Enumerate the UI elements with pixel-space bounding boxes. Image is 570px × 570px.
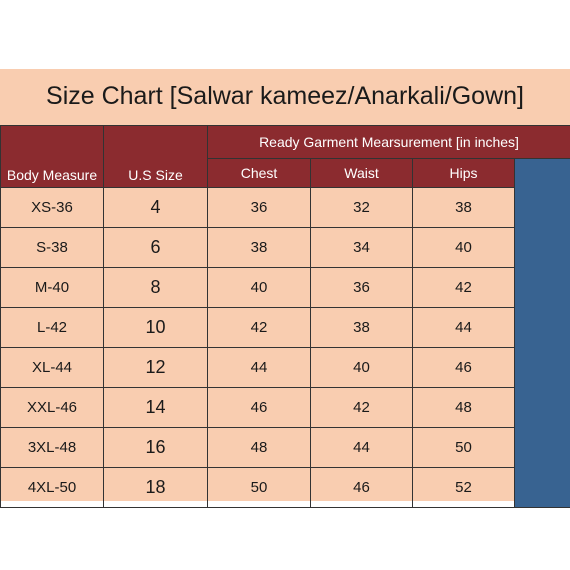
waist-cell: 34 <box>310 227 413 268</box>
accent-column-cell <box>513 187 570 228</box>
chest-cell: 48 <box>207 427 311 468</box>
table-row: 4XL-50 18 50 46 52 <box>0 467 570 508</box>
waist-cell: 42 <box>310 387 413 428</box>
hips-cell: 50 <box>412 427 515 468</box>
accent-column-cell <box>513 267 570 308</box>
table-row: XXL-46 14 46 42 48 <box>0 387 570 428</box>
waist-cell: 40 <box>310 347 413 388</box>
accent-column-cell <box>513 347 570 388</box>
accent-column-cell <box>513 307 570 348</box>
hips-cell: 38 <box>412 187 515 228</box>
body-measure-cell: XL-44 <box>0 347 104 388</box>
us-size-cell: 16 <box>103 427 208 468</box>
body-measure-cell: 3XL-48 <box>0 427 104 468</box>
chest-cell: 50 <box>207 467 311 508</box>
us-size-cell: 4 <box>103 187 208 228</box>
body-measure-cell: M-40 <box>0 267 104 308</box>
body-measure-cell: 4XL-50 <box>0 467 104 508</box>
hips-cell: 46 <box>412 347 515 388</box>
table-row: L-42 10 42 38 44 <box>0 307 570 348</box>
body-measure-cell: L-42 <box>0 307 104 348</box>
accent-column-cell <box>513 467 570 508</box>
us-size-cell: 10 <box>103 307 208 348</box>
header-hips: Hips <box>412 158 515 188</box>
chest-cell: 46 <box>207 387 311 428</box>
chest-cell: 38 <box>207 227 311 268</box>
accent-column-cell <box>513 227 570 268</box>
body-measure-cell: XS-36 <box>0 187 104 228</box>
hips-cell: 42 <box>412 267 515 308</box>
us-size-cell: 8 <box>103 267 208 308</box>
hips-cell: 44 <box>412 307 515 348</box>
waist-cell: 36 <box>310 267 413 308</box>
table-row: XS-36 4 36 32 38 <box>0 187 570 228</box>
chest-cell: 36 <box>207 187 311 228</box>
accent-column-cell <box>513 387 570 428</box>
table-row: XL-44 12 44 40 46 <box>0 347 570 388</box>
table-row: 3XL-48 16 48 44 50 <box>0 427 570 468</box>
waist-cell: 38 <box>310 307 413 348</box>
accent-column-header <box>513 158 570 188</box>
size-table: Body Measure U.S Size Ready Garment Mear… <box>0 125 570 508</box>
hips-cell: 48 <box>412 387 515 428</box>
body-measure-cell: S-38 <box>0 227 104 268</box>
header-body-measure: Body Measure <box>0 125 104 188</box>
header-chest: Chest <box>207 158 311 188</box>
accent-column-cell <box>513 427 570 468</box>
table-row: M-40 8 40 36 42 <box>0 267 570 308</box>
hips-cell: 52 <box>412 467 515 508</box>
header-ready-garment-measurement: Ready Garment Mearsurement [in inches] <box>206 125 570 159</box>
chart-title: Size Chart [Salwar kameez/Anarkali/Gown] <box>46 82 524 110</box>
size-chart-sheet: Size Chart [Salwar kameez/Anarkali/Gown]… <box>0 69 570 508</box>
body-measure-cell: XXL-46 <box>0 387 104 428</box>
us-size-cell: 12 <box>103 347 208 388</box>
waist-cell: 44 <box>310 427 413 468</box>
header-us-size: U.S Size <box>103 125 208 188</box>
chest-cell: 40 <box>207 267 311 308</box>
waist-cell: 32 <box>310 187 413 228</box>
table-row: S-38 6 38 34 40 <box>0 227 570 268</box>
header-waist: Waist <box>310 158 413 188</box>
chest-cell: 44 <box>207 347 311 388</box>
chest-cell: 42 <box>207 307 311 348</box>
waist-cell: 46 <box>310 467 413 508</box>
us-size-cell: 6 <box>103 227 208 268</box>
hips-cell: 40 <box>412 227 515 268</box>
us-size-cell: 18 <box>103 467 208 508</box>
us-size-cell: 14 <box>103 387 208 428</box>
